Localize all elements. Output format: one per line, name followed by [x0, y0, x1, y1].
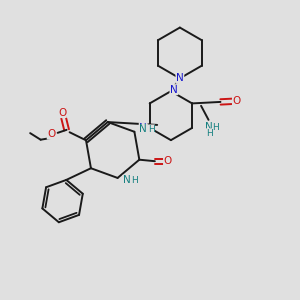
Text: N: N: [176, 73, 184, 83]
Text: H: H: [131, 176, 138, 185]
Text: H: H: [206, 129, 212, 138]
Text: O: O: [47, 129, 56, 139]
Text: O: O: [164, 156, 172, 166]
Text: H: H: [148, 125, 154, 134]
Text: N: N: [140, 124, 147, 134]
Text: O: O: [232, 96, 241, 106]
Text: N: N: [139, 123, 147, 133]
Text: N: N: [205, 122, 213, 132]
Text: N: N: [170, 85, 178, 95]
Text: H: H: [213, 123, 219, 132]
Text: O: O: [58, 107, 66, 118]
Text: N: N: [123, 175, 130, 185]
